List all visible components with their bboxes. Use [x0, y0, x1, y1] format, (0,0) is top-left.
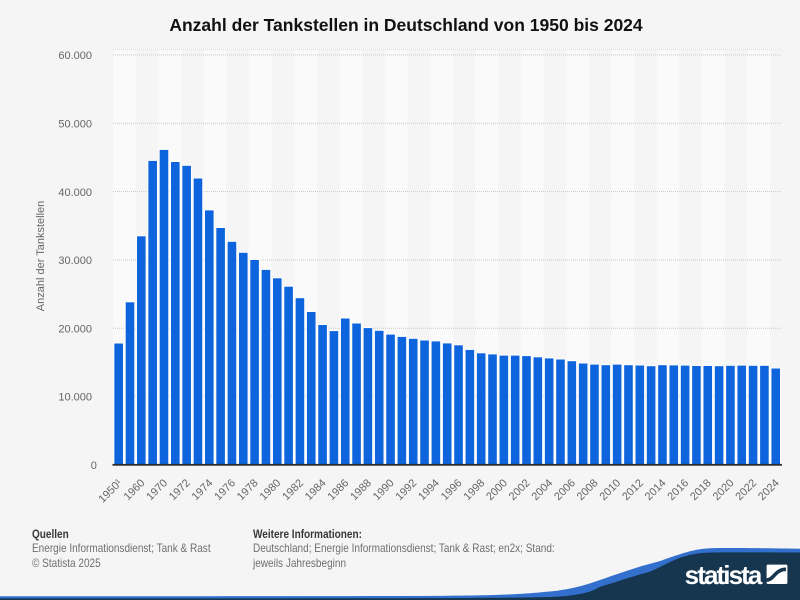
svg-text:1950¹: 1950¹: [96, 477, 125, 506]
svg-text:2008: 2008: [575, 477, 601, 503]
svg-text:1998: 1998: [462, 477, 488, 503]
svg-text:1978: 1978: [235, 477, 261, 503]
svg-text:1980: 1980: [258, 477, 284, 503]
svg-text:10.000: 10.000: [58, 392, 92, 404]
svg-text:1972: 1972: [167, 477, 193, 503]
svg-text:Anzahl der Tankstellen: Anzahl der Tankstellen: [35, 201, 47, 311]
svg-text:1984: 1984: [303, 477, 329, 503]
svg-text:30.000: 30.000: [58, 255, 92, 267]
svg-text:20.000: 20.000: [58, 323, 92, 335]
svg-text:2002: 2002: [507, 477, 533, 503]
svg-text:2022: 2022: [733, 477, 759, 503]
svg-text:2000: 2000: [484, 477, 510, 503]
svg-text:1960: 1960: [122, 477, 148, 503]
svg-text:50.000: 50.000: [58, 119, 92, 131]
svg-text:2014: 2014: [643, 477, 669, 503]
svg-text:1970: 1970: [144, 477, 170, 503]
svg-text:40.000: 40.000: [58, 187, 92, 199]
svg-text:1990: 1990: [371, 477, 397, 503]
svg-text:1996: 1996: [439, 477, 465, 503]
svg-text:2004: 2004: [529, 477, 555, 503]
svg-text:2012: 2012: [620, 477, 646, 503]
svg-text:2016: 2016: [665, 477, 691, 503]
svg-text:2010: 2010: [597, 477, 623, 503]
svg-text:60.000: 60.000: [58, 50, 92, 62]
svg-text:1992: 1992: [394, 477, 420, 503]
svg-text:2020: 2020: [711, 477, 737, 503]
svg-text:2018: 2018: [688, 477, 714, 503]
svg-text:1974: 1974: [190, 477, 216, 503]
svg-text:1988: 1988: [348, 477, 374, 503]
svg-text:1976: 1976: [212, 477, 238, 503]
svg-text:1994: 1994: [416, 477, 442, 503]
svg-text:0: 0: [91, 460, 97, 472]
svg-text:1982: 1982: [280, 477, 306, 503]
svg-text:1986: 1986: [326, 477, 352, 503]
svg-text:statista: statista: [685, 560, 763, 590]
svg-text:2024: 2024: [756, 477, 782, 503]
svg-text:2006: 2006: [552, 477, 578, 503]
